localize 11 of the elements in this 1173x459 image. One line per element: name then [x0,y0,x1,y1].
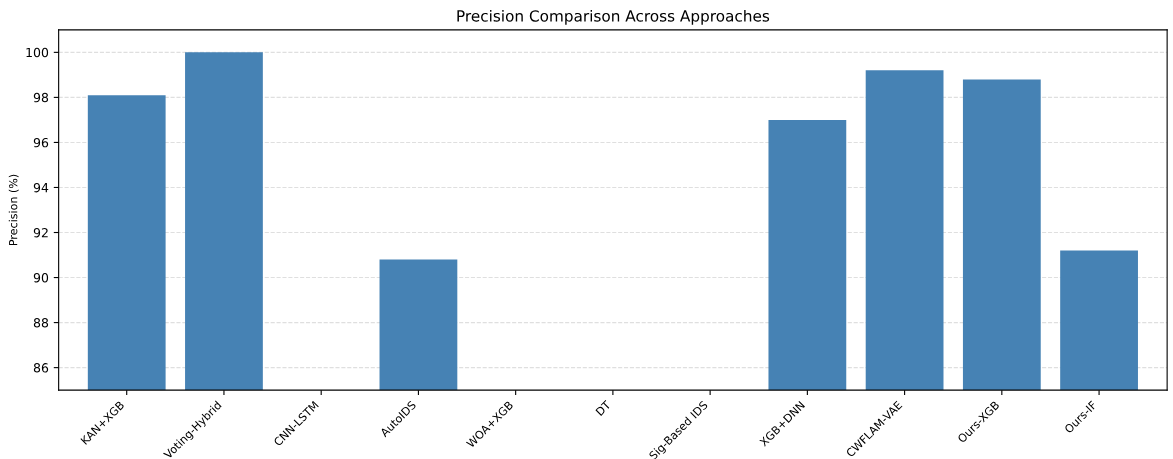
y-tick-label: 100 [26,47,49,58]
y-tick-label: 92 [33,227,48,238]
y-tick-label: 98 [33,92,49,103]
y-tick-label: 90 [33,273,49,283]
y-tick-label: 86 [33,363,49,373]
x-tick-label: DT [595,400,612,416]
y-tick-label: 94 [33,182,49,193]
y-tick-label: 88 [33,318,49,328]
y-axis-title: Precision (%) [8,174,19,246]
y-tick-label: 96 [33,137,49,148]
chart-title: Precision Comparison Across Approaches [457,9,770,25]
